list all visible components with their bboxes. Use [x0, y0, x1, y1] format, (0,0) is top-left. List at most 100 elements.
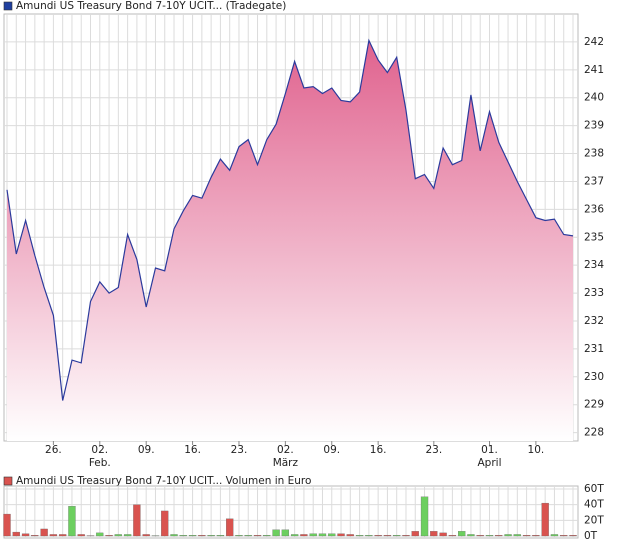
volume-bar	[170, 534, 178, 537]
volume-bar	[105, 535, 113, 537]
volume-bar	[133, 504, 141, 537]
volume-bar	[328, 533, 336, 537]
volume-bar	[272, 529, 280, 537]
volume-bar	[188, 535, 197, 537]
x-month-label: Feb.	[89, 457, 111, 469]
volume-bar	[161, 510, 169, 537]
volume-bar	[393, 535, 401, 537]
legend-label: Amundi US Treasury Bond 7-10Y UCIT... Vo…	[16, 475, 311, 487]
volume-bar	[77, 534, 85, 537]
x-tick-label: 01.	[481, 444, 498, 456]
y-tick-label: 0T	[584, 530, 598, 542]
legend-swatch	[3, 1, 13, 11]
volume-bar	[3, 513, 11, 537]
volume-bar	[569, 535, 577, 537]
x-tick-label: 23.	[425, 444, 442, 456]
volume-bar	[458, 531, 466, 537]
y-tick-label: 40T	[584, 499, 604, 511]
x-tick-label: 09.	[323, 444, 340, 456]
volume-bar	[142, 534, 150, 537]
legend-swatch	[3, 476, 13, 486]
volume-bar	[476, 535, 484, 537]
volume-bar	[198, 535, 206, 537]
x-tick-label: 02.	[91, 444, 108, 456]
volume-bar	[207, 535, 215, 537]
y-tick-label: 231	[584, 343, 604, 355]
volume-bar	[495, 535, 503, 537]
volume-bar	[541, 502, 549, 537]
volume-bar	[550, 534, 559, 537]
volume-bar	[59, 534, 67, 537]
volume-bar	[114, 534, 122, 537]
x-tick-label: 02.	[277, 444, 294, 456]
volume-bar	[402, 535, 410, 537]
volume-bar	[40, 528, 48, 537]
x-month-label: April	[477, 457, 501, 469]
volume-bar	[485, 535, 494, 537]
area	[7, 40, 573, 441]
volume-bar	[216, 535, 225, 537]
volume-bar	[560, 535, 568, 537]
volume-bar	[532, 535, 540, 537]
y-tick-label: 242	[584, 36, 604, 48]
y-tick-label: 230	[584, 371, 604, 383]
volume-bar	[346, 534, 354, 537]
volume-bar	[179, 535, 187, 537]
volume-bar	[21, 533, 30, 537]
x-tick-label: 09.	[138, 444, 155, 456]
volume-bar	[96, 532, 104, 537]
volume-bar	[318, 533, 327, 537]
x-tick-label: 16.	[184, 444, 201, 456]
volume-bar	[49, 534, 58, 537]
x-tick-label: 26.	[45, 444, 62, 456]
volume-bar	[430, 531, 438, 537]
volume-bar	[244, 535, 252, 537]
volume-bar	[226, 518, 234, 537]
volume-bar	[309, 533, 317, 537]
x-month-label: März	[273, 457, 299, 469]
price-line	[6, 38, 574, 401]
y-tick-label: 235	[584, 231, 604, 243]
volume-bar	[374, 535, 382, 537]
volume-bar	[513, 534, 521, 537]
volume-bar	[123, 534, 132, 537]
x-tick-label: 10.	[528, 444, 545, 456]
y-tick-label: 229	[584, 399, 604, 411]
volume-bar	[383, 535, 392, 537]
volume-bar	[253, 535, 262, 537]
x-tick-label: 23.	[231, 444, 248, 456]
y-tick-label: 234	[584, 259, 604, 271]
volume-bar	[420, 496, 429, 537]
volume-bar	[300, 534, 308, 537]
legend-label: Amundi US Treasury Bond 7-10Y UCIT... (T…	[16, 0, 286, 12]
y-tick-label: 233	[584, 287, 604, 299]
y-tick-label: 239	[584, 120, 604, 132]
y-tick-label: 232	[584, 315, 604, 327]
volume-bar	[504, 534, 512, 537]
y-tick-label: 236	[584, 203, 604, 215]
volume-bar	[337, 533, 345, 537]
y-tick-label: 228	[584, 427, 604, 439]
volume-bar	[365, 535, 373, 537]
volume-bar	[68, 506, 76, 537]
volume-bar	[355, 535, 364, 537]
volume-bar	[439, 532, 447, 537]
volume-bar	[290, 534, 299, 537]
volume-bar	[281, 529, 290, 537]
volume-bar	[411, 531, 419, 537]
volume-bar	[12, 531, 20, 537]
volume-bar	[31, 535, 39, 537]
volume-bar	[448, 535, 457, 537]
y-tick-label: 240	[584, 92, 604, 104]
y-tick-label: 237	[584, 175, 604, 187]
y-tick-label: 241	[584, 64, 604, 76]
volume-bar	[467, 534, 475, 537]
volume-bar	[522, 535, 531, 537]
volume-bar	[235, 535, 243, 537]
y-tick-label: 238	[584, 148, 604, 160]
y-tick-label: 20T	[584, 514, 604, 526]
volume-bar	[263, 535, 271, 537]
x-tick-label: 16.	[370, 444, 387, 456]
